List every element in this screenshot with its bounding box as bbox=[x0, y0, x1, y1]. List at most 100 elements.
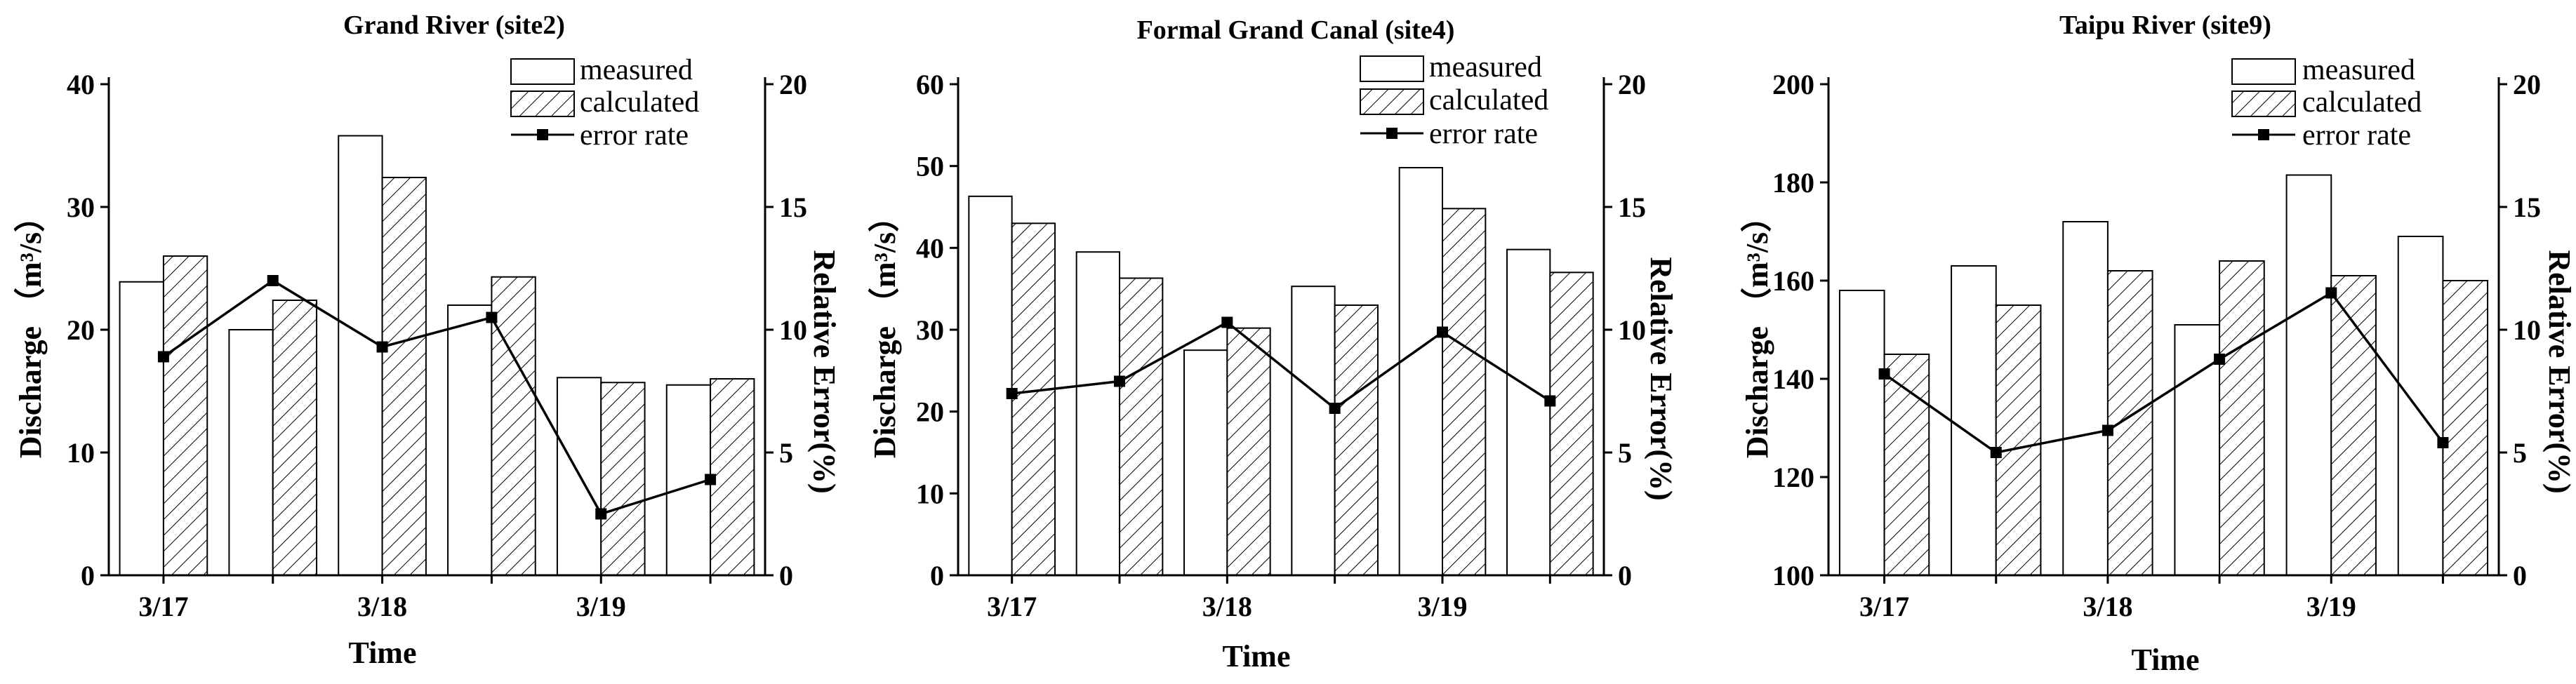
x-tick-label: 3/18 bbox=[1202, 591, 1252, 622]
legend-label-measured: measured bbox=[2302, 54, 2415, 86]
error-rate-line bbox=[1011, 321, 1551, 410]
chart-panel-3: Taipu River (site9) Time Discharge （m³/s… bbox=[1740, 11, 2576, 677]
chart-3-legend: measured calculated error rate bbox=[2231, 54, 2422, 152]
error-rate-point bbox=[595, 508, 607, 520]
bar-measured bbox=[665, 384, 712, 576]
legend-swatch-calculated bbox=[2231, 90, 2296, 117]
error-rate-point bbox=[1221, 316, 1233, 328]
bar-measured bbox=[119, 281, 164, 576]
y2-tick-label: 15 bbox=[1618, 192, 1646, 223]
error-rate-point bbox=[267, 275, 279, 286]
bar-calculated bbox=[381, 177, 427, 576]
error-rate-point bbox=[2102, 424, 2113, 436]
y-tick-label: 40 bbox=[916, 232, 944, 264]
bar-calculated bbox=[1883, 354, 1930, 576]
bar-measured bbox=[968, 195, 1013, 577]
legend-swatch-measured bbox=[1360, 55, 1424, 82]
y-tick-label: 50 bbox=[916, 151, 944, 182]
legend-marker-error-rate bbox=[537, 129, 548, 140]
bar-measured bbox=[1291, 286, 1336, 576]
bar-measured bbox=[2062, 221, 2109, 576]
chart-panel-1: Grand River (site2) Time Discharge （m³/s… bbox=[13, 11, 842, 670]
legend-label-error-rate: error rate bbox=[1429, 118, 1538, 150]
error-rate-point bbox=[157, 351, 169, 363]
bar-calculated bbox=[710, 378, 755, 576]
y2-tick-label: 20 bbox=[2513, 69, 2541, 100]
y-tick-label: 60 bbox=[916, 69, 944, 100]
bar-calculated bbox=[2106, 270, 2153, 576]
x-tick-label: 3/17 bbox=[1859, 591, 1909, 622]
y-tick-label: 20 bbox=[916, 396, 944, 428]
bar-measured bbox=[2174, 324, 2221, 576]
chart-2-legend: measured calculated error rate bbox=[1360, 51, 1548, 150]
x-tick-label: 3/18 bbox=[2083, 591, 2132, 622]
legend-label-calculated: calculated bbox=[580, 86, 699, 119]
y-tick-label: 10 bbox=[67, 437, 95, 469]
error-rate-line bbox=[1883, 291, 2444, 454]
bar-measured bbox=[1075, 251, 1120, 576]
bar-calculated bbox=[2330, 275, 2377, 576]
chart-1-xlabel: Time bbox=[349, 636, 417, 670]
chart-panel-2: Formal Grand Canal (site4) Time Discharg… bbox=[868, 15, 1678, 673]
y-tick-label: 30 bbox=[67, 192, 95, 223]
bar-calculated bbox=[1334, 304, 1379, 576]
chart-1-ylabel: Discharge （m³/s） bbox=[13, 201, 48, 458]
legend-label-measured: measured bbox=[1429, 51, 1542, 83]
x-tick-label: 3/18 bbox=[357, 591, 407, 622]
bar-calculated bbox=[1995, 304, 2042, 576]
bar-calculated bbox=[491, 276, 536, 576]
bar-measured bbox=[1183, 349, 1228, 576]
legend-swatch-calculated bbox=[510, 90, 575, 117]
chart-2-xlabel: Time bbox=[1223, 639, 1291, 673]
y-tick-label: 20 bbox=[67, 314, 95, 346]
legend-label-error-rate: error rate bbox=[580, 119, 689, 152]
y2-tick-label: 20 bbox=[779, 69, 807, 100]
legend-marker-error-rate bbox=[2258, 129, 2269, 140]
y-tick-label: 30 bbox=[916, 314, 944, 346]
legend-label-calculated: calculated bbox=[2302, 86, 2422, 119]
bar-calculated bbox=[1442, 208, 1487, 577]
y-tick-label: 40 bbox=[67, 69, 95, 100]
y2-tick-label: 5 bbox=[779, 437, 793, 469]
legend-label-calculated: calculated bbox=[1429, 84, 1548, 116]
error-rate-line bbox=[162, 279, 711, 516]
chart-2-ylabel: Discharge （m³/s） bbox=[868, 201, 902, 458]
error-rate-point bbox=[705, 474, 717, 485]
legend-swatch-calculated bbox=[1360, 88, 1424, 115]
chart-3-y2label: Relative Error(%) bbox=[2542, 250, 2576, 493]
y-tick-label: 120 bbox=[1772, 462, 1814, 493]
x-tick-label: 3/17 bbox=[987, 591, 1037, 622]
y2-tick-label: 5 bbox=[1618, 437, 1632, 469]
y-tick-label: 10 bbox=[916, 478, 944, 509]
error-rate-point bbox=[2437, 437, 2449, 448]
bar-measured bbox=[2285, 174, 2332, 576]
legend-marker-error-rate bbox=[1386, 128, 1397, 139]
legend-swatch-measured bbox=[510, 58, 575, 85]
chart-3-title: Taipu River (site9) bbox=[2059, 11, 2271, 40]
error-rate-point bbox=[486, 311, 498, 323]
bar-measured bbox=[1838, 290, 1885, 576]
chart-3-ylabel: Discharge （m³/s） bbox=[1740, 201, 1774, 458]
bar-measured bbox=[2397, 236, 2444, 576]
bar-calculated bbox=[1011, 222, 1056, 576]
x-tick-label: 3/19 bbox=[576, 591, 626, 622]
y-tick-label: 200 bbox=[1772, 69, 1814, 100]
bar-measured bbox=[1398, 167, 1443, 576]
chart-3-xlabel: Time bbox=[2132, 643, 2200, 677]
y2-tick-label: 15 bbox=[779, 192, 807, 223]
bar-measured bbox=[1506, 248, 1551, 576]
error-rate-point bbox=[376, 341, 388, 353]
error-rate-point bbox=[1990, 447, 2002, 458]
chart-1-title: Grand River (site2) bbox=[343, 11, 565, 40]
bar-calculated bbox=[1119, 277, 1164, 576]
chart-2-y2label: Relative Error(%) bbox=[1644, 257, 1678, 500]
legend-label-error-rate: error rate bbox=[2302, 119, 2411, 152]
error-rate-point bbox=[2214, 354, 2226, 365]
y2-tick-label: 10 bbox=[1618, 314, 1646, 346]
y2-tick-label: 15 bbox=[2513, 192, 2541, 223]
y-tick-label: 0 bbox=[930, 560, 944, 591]
chart-1-y2label: Relative Error(%) bbox=[807, 250, 842, 493]
legend-swatch-measured bbox=[2231, 58, 2296, 85]
x-tick-label: 3/19 bbox=[2306, 591, 2356, 622]
